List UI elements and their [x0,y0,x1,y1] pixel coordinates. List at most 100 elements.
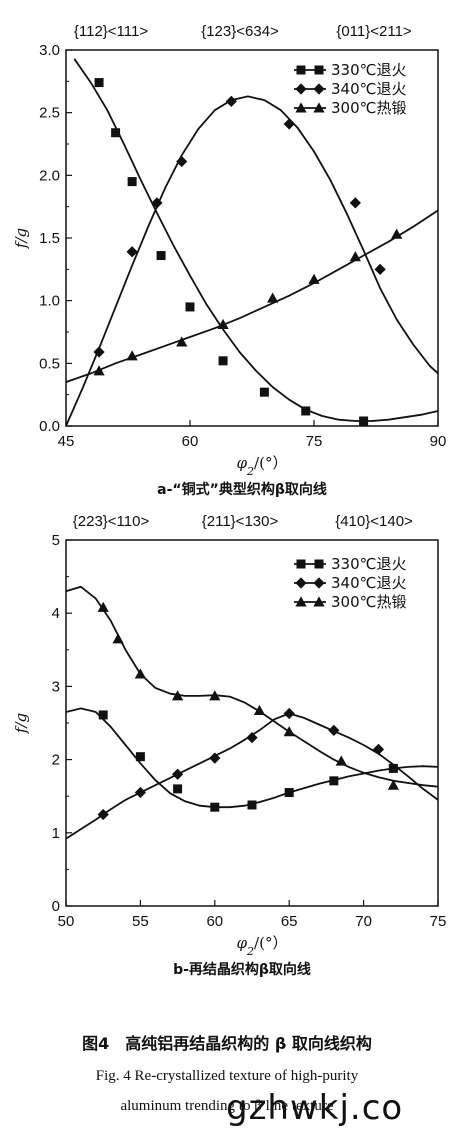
chart-a-point-diamond [151,197,163,209]
chart-b-x-tick-label: 65 [281,913,298,930]
chart-b-point-diamond [328,724,340,736]
chart-a-series-line-diamond [66,95,438,426]
chart-b-point-square [210,802,220,812]
chart-b-point-square [284,788,294,798]
chart-a-point-square [156,251,166,261]
chart-a-point-square [185,302,195,312]
chart-b-series-line-square [66,707,438,809]
chart-a-legend-marker-diamond [313,83,325,95]
chart-a-point-triangle [267,292,279,303]
chart-b-legend-marker-diamond [295,577,307,589]
chart-a-x-tick-label: 75 [306,433,323,450]
chart-a-x-tick-label: 45 [58,433,75,450]
chart-b-legend-label: 300℃热锻 [331,593,406,611]
chart-b-y-tick-label: 4 [52,605,60,622]
chart-b-point-triangle [253,704,266,716]
chart-a-legend-marker-triangle [295,102,307,113]
chart-a-legend-label: 330℃退火 [331,61,406,79]
chart-a-x-tick-label: 90 [430,433,447,450]
chart-a-x-axis-label: φ2/(°） [237,454,288,478]
chart-b-point-square [388,763,398,773]
chart-a-y-axis-label: f/g [12,228,30,249]
chart-b-point-triangle [134,668,147,679]
chart-a-legend-label: 340℃退火 [331,80,406,98]
chart-b-point-square [135,752,145,762]
chart-b-orientation-label: {211}<130> [202,513,279,530]
chart-a-point-diamond [374,263,386,275]
chart-b-point-triangle [209,690,221,701]
chart-b-y-tick-label: 0 [52,898,60,915]
chart-a-y-tick-label: 0.5 [39,355,60,372]
chart-a-y-tick-label: 1.5 [39,230,60,247]
chart-b-point-diamond [209,752,221,764]
chart-a: {112}<111> {123}<634> {011}<211> 0.0 0.5 1.0 1… [12,23,447,498]
chart-a-point-diamond [349,197,361,209]
chart-a-point-square [111,128,121,138]
chart-b-point-triangle [171,690,184,701]
chart-b-y-tick-label: 5 [52,532,60,549]
chart-b-point-triangle [283,726,295,737]
chart-b-y-axis-label: f/g [12,713,30,734]
chart-a-orientation-label: {112}<111> [74,23,148,40]
chart-a-point-diamond [126,246,138,258]
chart-a-legend-marker-triangle [313,102,325,113]
chart-b-point-diamond [97,808,109,821]
chart-a-point-diamond [176,155,188,168]
chart-b-legend-label: 340℃退火 [331,574,406,592]
chart-a-point-triangle [126,350,138,361]
chart-b-point-diamond [283,707,295,720]
chart-b-series-line-triangle [66,585,438,788]
chart-a-point-diamond [93,346,105,358]
chart-a-legend-marker-square [296,65,306,75]
chart-b-legend-marker-diamond [313,577,325,589]
chart-a-point-triangle [391,228,403,239]
chart-b-point-square [98,710,108,720]
chart-a-point-triangle [308,273,320,284]
chart-a-point-square [127,177,137,187]
figure-caption-english-line1: Fig. 4 Re-crystallized texture of high-p… [95,1068,359,1084]
chart-a-legend-marker-square [314,65,324,75]
chart-a-point-triangle [176,336,188,347]
chart-a-point-diamond [283,118,295,130]
chart-a-point-triangle [349,251,361,262]
chart-b-y-tick-label: 3 [52,678,60,695]
chart-b-y-tick-label: 2 [52,752,60,769]
chart-b-x-tick-label: 75 [430,913,447,930]
chart-a-x-tick-label: 60 [182,433,199,450]
chart-b-point-diamond [171,768,184,780]
chart-a-legend-marker-diamond [295,83,307,95]
chart-b-legend-marker-triangle [295,596,307,607]
chart-b-orientation-label: {223}<110> [73,513,150,530]
chart-b-y-tick-label: 1 [52,825,60,842]
chart-a-y-tick-label: 1.0 [39,293,60,310]
chart-b-x-tick-label: 50 [58,913,75,930]
chart-b-x-tick-label: 70 [355,913,372,930]
chart-a-point-square [359,416,369,426]
chart-b-legend-marker-triangle [313,596,325,607]
chart-b-point-diamond [372,743,385,755]
chart-a-y-tick-label: 3.0 [39,42,60,59]
chart-b-point-triangle [112,633,124,644]
watermark: gzhwkj.co [226,1088,404,1128]
chart-a-y-tick-label: 2.5 [39,105,60,122]
chart-b-point-diamond [246,732,258,744]
chart-a-point-diamond [225,95,237,108]
chart-b-point-diamond [134,786,147,799]
chart-b-x-tick-label: 60 [206,913,223,930]
chart-a-point-square [301,406,311,416]
chart-b-point-square [173,784,183,794]
chart-b-point-triangle [335,755,347,766]
chart-a-y-tick-label: 0.0 [39,418,60,435]
chart-a-y-tick-label: 2.0 [39,167,60,184]
chart-b-point-square [329,776,339,786]
chart-a-point-triangle [217,318,229,329]
chart-b-point-triangle [387,779,399,790]
chart-b-point-square [247,800,257,810]
chart-b-legend-label: 330℃退火 [331,555,406,573]
chart-b-x-tick-label: 55 [132,913,149,930]
figure-caption-chinese: 图4 高纯铝再结晶织构的 β 取向线织构 [82,1034,372,1053]
chart-a-point-triangle [93,365,105,376]
chart-b-orientation-label: {410}<140> [335,513,413,530]
chart-a-orientation-label: {011}<211> [336,23,412,40]
